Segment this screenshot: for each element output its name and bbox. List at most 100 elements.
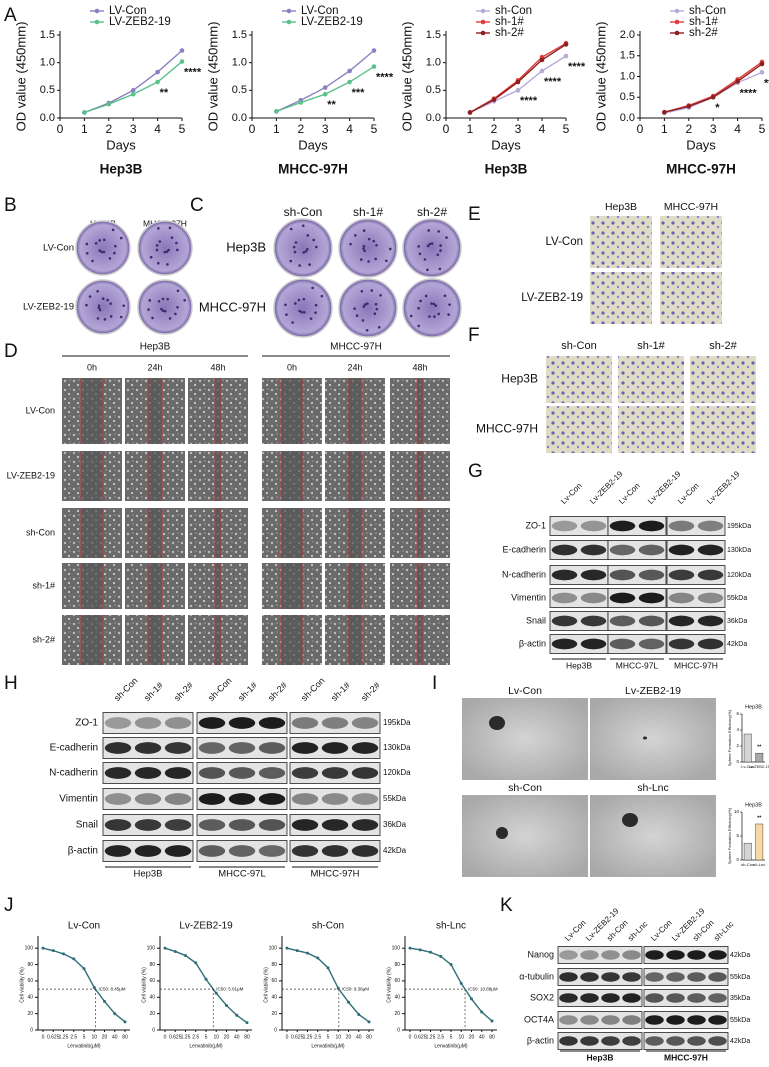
wound-gap: [417, 508, 423, 558]
wound-gap: [148, 508, 162, 558]
blot-band: [645, 1015, 664, 1025]
size-label: 36kDa: [727, 618, 747, 625]
x-tick-label: 1.25: [303, 1034, 313, 1040]
x-tick-label: 0: [164, 1034, 167, 1040]
series-line: [276, 49, 375, 112]
wound-gap: [148, 563, 162, 609]
colony: [447, 313, 450, 316]
column-label: sh-1#: [637, 340, 665, 352]
y-tick-label: 1.0: [40, 57, 55, 69]
group-label: MHCC-97L: [616, 660, 659, 670]
y-tick-label: 60: [27, 978, 33, 984]
y-tick-label: 60: [149, 978, 155, 984]
x-tick-label: 2: [685, 122, 692, 136]
sphere-image: [462, 698, 588, 780]
wound-gap: [417, 615, 423, 665]
blot-band: [580, 615, 607, 627]
colony: [85, 242, 89, 246]
data-point: [173, 949, 177, 953]
colony: [98, 308, 102, 312]
data-point: [408, 946, 412, 950]
colony: [308, 263, 311, 266]
colony: [443, 294, 447, 298]
colony: [284, 303, 287, 307]
colony: [176, 289, 180, 293]
y-tick-label: 80: [149, 962, 155, 968]
x-tick-label: 0: [57, 122, 64, 136]
data-point: [316, 956, 320, 960]
colony: [366, 302, 369, 305]
data-point: [515, 79, 521, 85]
wound-gap: [417, 451, 423, 501]
culture-dish: [137, 220, 193, 276]
size-label: 130kDa: [383, 743, 411, 752]
colony: [428, 242, 432, 246]
lane-label: Lv-Con: [559, 481, 584, 506]
y-tick-label: 0.5: [40, 84, 55, 96]
x-tick-label: 0: [637, 122, 644, 136]
transwell-image: [660, 216, 722, 268]
blot-band: [622, 993, 641, 1003]
significance: ****: [184, 66, 202, 78]
ic50-label: IC50: 5.01μM: [216, 986, 243, 991]
y-axis-label: Sphere Formation Efficiency(%): [727, 807, 732, 864]
series-line: [286, 947, 370, 1023]
y-axis-label: Sphere Formation Efficiency(%): [727, 709, 732, 766]
group-label: MHCC-97H: [330, 342, 382, 353]
blot-band: [580, 638, 607, 650]
protein-label: Nanog: [527, 949, 554, 959]
colony: [363, 303, 367, 306]
x-tick-label: 1: [467, 122, 474, 136]
colony: [163, 250, 167, 254]
culture-dish: [338, 278, 398, 338]
size-label: 55kDa: [730, 974, 750, 981]
protein-label: ZO-1: [525, 520, 546, 530]
y-axis-label: OD value (450mm): [399, 22, 414, 132]
x-tick-label: 1.25: [181, 1034, 191, 1040]
blot-band: [580, 1015, 599, 1025]
blot-band: [164, 767, 192, 779]
colony: [302, 251, 306, 254]
panel-letter: K: [500, 895, 513, 916]
time-label: 0h: [287, 362, 297, 372]
ic50-label: IC50: 10.89μM: [468, 986, 498, 991]
row-label: MHCC-97H: [476, 422, 538, 436]
colony: [448, 303, 451, 306]
colony: [98, 249, 102, 252]
colony: [312, 238, 316, 242]
colony: [91, 259, 94, 263]
data-point: [295, 949, 299, 953]
colony: [360, 258, 363, 261]
row-label: LV-ZEB2-19: [23, 302, 74, 313]
blot-band: [291, 819, 319, 831]
x-tick-label: 5: [205, 1034, 208, 1040]
x-tick-label: 40: [112, 1034, 118, 1040]
blot-band: [134, 845, 162, 857]
y-tick-label: 20: [394, 1011, 400, 1017]
transwell-image: [590, 216, 652, 268]
colony: [114, 244, 117, 248]
protein-label: α-tubulin: [519, 971, 554, 981]
panel-letter: I: [432, 673, 437, 694]
x-tick-label: 80: [366, 1034, 372, 1040]
group-label: MHCC-97H: [674, 660, 718, 670]
blot-band: [321, 845, 349, 857]
y-tick-label: 6: [736, 711, 739, 716]
x-tick-label: 2.5: [70, 1034, 77, 1040]
colony: [388, 247, 392, 251]
y-tick-label: 60: [271, 978, 277, 984]
colony: [101, 297, 105, 300]
colony: [85, 303, 88, 307]
chart-caption: Hep3B: [100, 162, 143, 177]
blot-band: [351, 845, 379, 857]
data-point: [662, 109, 667, 115]
legend-marker: [286, 8, 292, 14]
blot-band: [697, 592, 724, 604]
row-label: LV-ZEB2-19: [521, 292, 583, 304]
data-point: [347, 79, 352, 85]
data-point: [490, 1019, 494, 1023]
blot-band: [321, 767, 349, 779]
colony: [176, 248, 179, 252]
colony: [349, 242, 352, 246]
blot-strip: [289, 788, 381, 810]
